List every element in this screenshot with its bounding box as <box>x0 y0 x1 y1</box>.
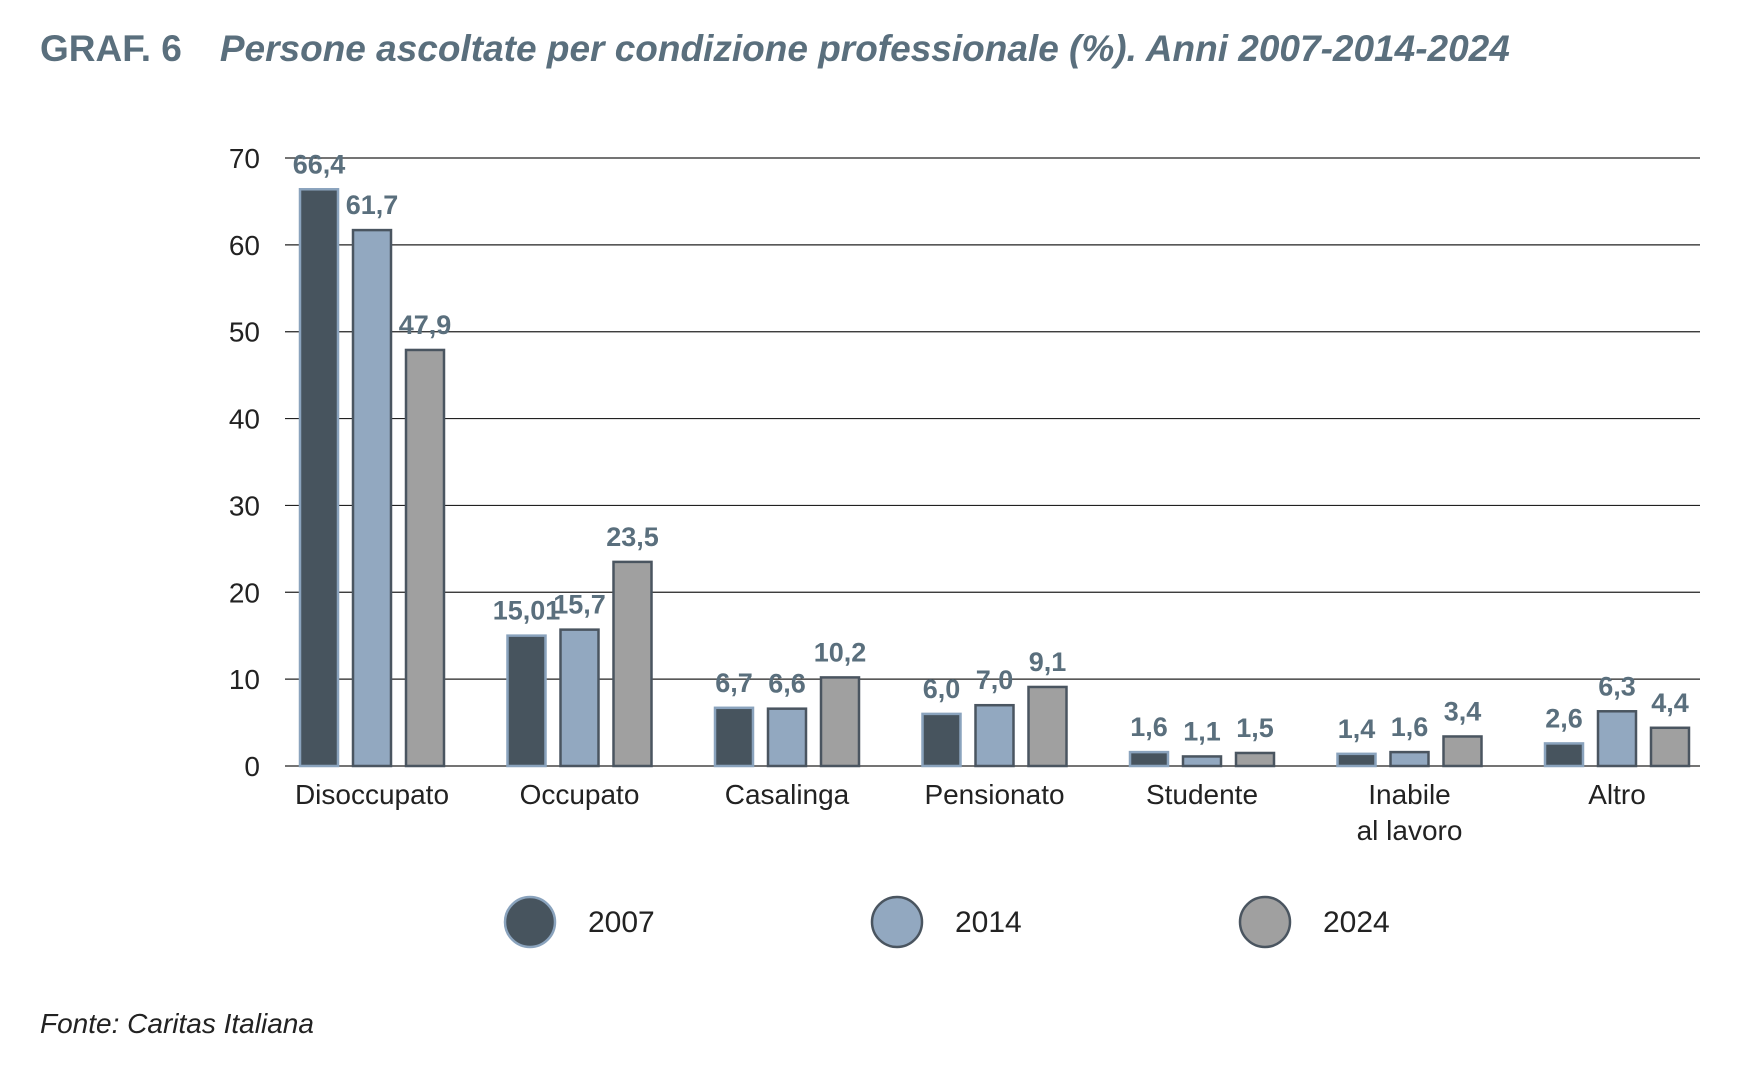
y-tick-label-40: 40 <box>229 404 260 435</box>
bar-2007-3 <box>921 712 962 768</box>
bar-2024-2 <box>819 676 861 768</box>
x-tick-label-4: Studente <box>1146 779 1258 810</box>
chart-title: Persone ascoltate per condizione profess… <box>219 28 1510 69</box>
bar-2014-4 <box>1181 755 1223 768</box>
x-tick-label-1: Occupato <box>520 779 640 810</box>
bar-2024-0 <box>404 348 446 768</box>
data-label-2024-2: 10,2 <box>814 637 867 667</box>
data-label-2024-6: 4,4 <box>1651 688 1689 718</box>
bar-2014-3 <box>974 703 1015 768</box>
bar-2024-6 <box>1649 726 1691 768</box>
data-label-2024-0: 47,9 <box>399 310 452 340</box>
data-label-2014-2: 6,6 <box>768 669 806 699</box>
y-tick-label-60: 60 <box>229 230 260 261</box>
data-label-2014-5: 1,6 <box>1391 712 1429 742</box>
y-tick-label-30: 30 <box>229 490 260 521</box>
data-label-2014-6: 6,3 <box>1598 671 1636 701</box>
data-label-2024-5: 3,4 <box>1444 696 1482 726</box>
data-label-2014-4: 1,1 <box>1183 716 1221 746</box>
data-label-2024-3: 9,1 <box>1029 647 1067 677</box>
x-tick-label-6: Altro <box>1588 779 1646 810</box>
bar-2007-4 <box>1128 750 1170 768</box>
data-label-2007-2: 6,7 <box>715 668 753 698</box>
y-tick-label-50: 50 <box>229 317 260 348</box>
legend-swatch-2007 <box>503 895 557 949</box>
x-tick-label-5-line-1: al lavoro <box>1357 815 1463 846</box>
bar-2024-4 <box>1234 751 1276 768</box>
bar-2007-5 <box>1336 752 1377 768</box>
data-label-2007-1: 15,01 <box>493 596 561 626</box>
x-tick-label-5-line-0: Inabile <box>1368 779 1451 810</box>
bar-2024-3 <box>1027 685 1068 768</box>
bar-2024-5 <box>1442 735 1483 768</box>
data-label-2024-1: 23,5 <box>606 522 659 552</box>
legend-swatch-2014 <box>870 895 924 949</box>
y-tick-label-70: 70 <box>229 143 260 174</box>
bar-2007-2 <box>713 706 755 768</box>
data-label-2024-4: 1,5 <box>1236 713 1274 743</box>
y-tick-label-10: 10 <box>229 664 260 695</box>
data-label-2007-0: 66,4 <box>293 149 346 179</box>
y-tick-label-0: 0 <box>244 751 260 782</box>
bar-2014-2 <box>766 707 808 768</box>
data-label-2014-1: 15,7 <box>553 590 606 620</box>
legend-label-2024: 2024 <box>1323 906 1390 939</box>
bar-2007-6 <box>1543 742 1585 768</box>
bar-2014-0 <box>351 228 393 768</box>
source-note: Fonte: Caritas Italiana <box>40 1008 314 1039</box>
bar-2024-1 <box>612 560 653 768</box>
x-tick-label-2: Casalinga <box>725 779 850 810</box>
y-tick-label-20: 20 <box>229 577 260 608</box>
figure-number: GRAF. 6 <box>40 28 182 69</box>
data-label-2014-3: 7,0 <box>976 665 1014 695</box>
chart-header: GRAF. 6 Persone ascoltate per condizione … <box>40 28 1510 70</box>
x-tick-label-0: Disoccupato <box>295 779 449 810</box>
bar-2014-6 <box>1596 710 1638 768</box>
data-label-2014-0: 61,7 <box>346 190 399 220</box>
bar-chart: 0 10 20 30 40 50 60 70 66,4 15,01 6,7 6,0 1,6 1,4 2,6 6… <box>229 143 1700 949</box>
legend-label-2014: 2014 <box>955 906 1022 939</box>
bar-2007-1 <box>506 634 547 768</box>
data-label-2007-6: 2,6 <box>1545 703 1583 733</box>
data-label-2007-3: 6,0 <box>923 674 961 704</box>
data-label-2007-4: 1,6 <box>1130 712 1168 742</box>
bar-2014-5 <box>1389 750 1430 768</box>
bar-2014-1 <box>559 628 600 768</box>
legend-label-2007: 2007 <box>588 906 655 939</box>
legend-swatch-2024 <box>1238 895 1292 949</box>
bar-2007-0 <box>298 188 340 768</box>
data-label-2007-5: 1,4 <box>1338 714 1376 744</box>
x-tick-label-3: Pensionato <box>924 779 1064 810</box>
